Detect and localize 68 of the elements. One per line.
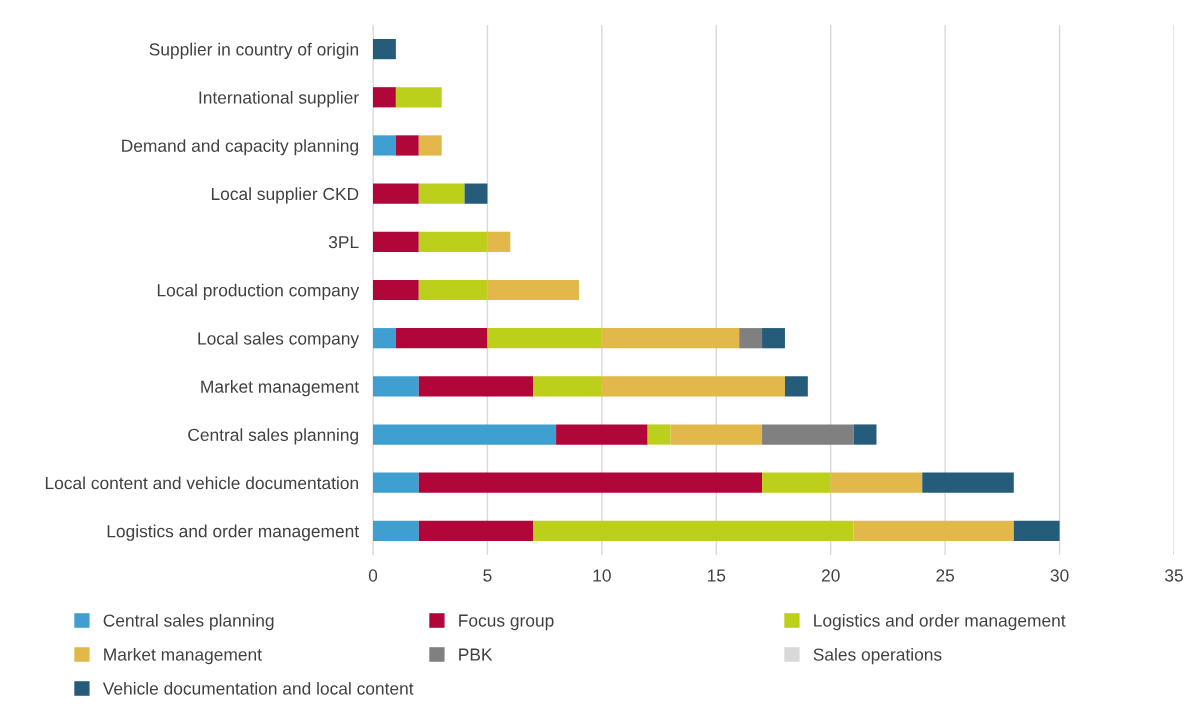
legend-label: Central sales planning (103, 613, 274, 631)
bar (670, 424, 763, 445)
bar (395, 87, 442, 108)
y-tick-label: International supplier (199, 90, 359, 108)
bar (395, 328, 488, 349)
bar (830, 472, 923, 493)
bar (373, 38, 396, 60)
bar (418, 183, 465, 204)
legend-label: Logistics and order management (814, 613, 1066, 631)
bar (556, 424, 648, 445)
bar (533, 376, 602, 397)
bar (373, 231, 419, 252)
x-tick-label: 0 (368, 569, 378, 582)
bar (762, 424, 854, 445)
bar (373, 376, 419, 397)
y-tick-label: Market management (201, 380, 359, 397)
x-tick-label: 25 (936, 569, 955, 582)
bar (647, 424, 671, 445)
bar (762, 472, 831, 493)
bar (373, 328, 396, 349)
bar (487, 231, 511, 252)
legend-label: Market management (104, 647, 262, 665)
x-tick-label: 5 (483, 569, 492, 582)
legend-label: Sales operations (813, 647, 942, 665)
bar (418, 520, 534, 542)
y-tick-label: Local sales company (198, 331, 360, 349)
bar (853, 520, 1014, 542)
bar (487, 279, 579, 301)
y-tick-label: Demand and capacity planning (122, 139, 359, 156)
y-tick-label: Local content and vehicle documentation (45, 476, 359, 490)
legend-label: Vehicle documentation and local content (102, 681, 414, 695)
bar (373, 279, 419, 301)
bar (464, 183, 488, 204)
bar (418, 135, 442, 156)
bar (418, 231, 488, 252)
bar (853, 424, 877, 445)
bar (373, 183, 419, 204)
y-tick-label: Local supplier CKD (211, 187, 359, 204)
x-tick-label: 15 (707, 569, 726, 582)
bar (373, 87, 396, 108)
bar (418, 472, 763, 493)
y-tick-label: Logistics and order management (107, 524, 359, 541)
y-tick-label: Supplier in country of origin (149, 42, 358, 59)
bar (533, 520, 854, 542)
y-tick-label: Local production company (157, 283, 360, 300)
bar (784, 376, 808, 397)
x-tick-label: 20 (821, 569, 840, 582)
bar (418, 376, 534, 397)
legend-label: PBK (459, 648, 493, 661)
bar (601, 376, 785, 397)
bar (395, 135, 419, 156)
bar (373, 472, 419, 493)
legend-label: Focus group (459, 614, 554, 631)
bar (487, 328, 602, 349)
bar (601, 328, 740, 349)
bar (1013, 520, 1060, 542)
x-tick-label: 10 (593, 569, 611, 582)
bar (762, 328, 785, 349)
x-tick-label: 30 (1050, 569, 1069, 582)
bar (922, 472, 1014, 493)
bar (418, 279, 488, 301)
bar (373, 135, 396, 156)
y-tick-label: 3PL (328, 235, 359, 249)
y-tick-label: Central sales planning (188, 428, 358, 445)
bar (739, 328, 763, 349)
x-tick-label: 35 (1165, 569, 1183, 582)
bar (373, 520, 419, 542)
bar (373, 424, 557, 445)
